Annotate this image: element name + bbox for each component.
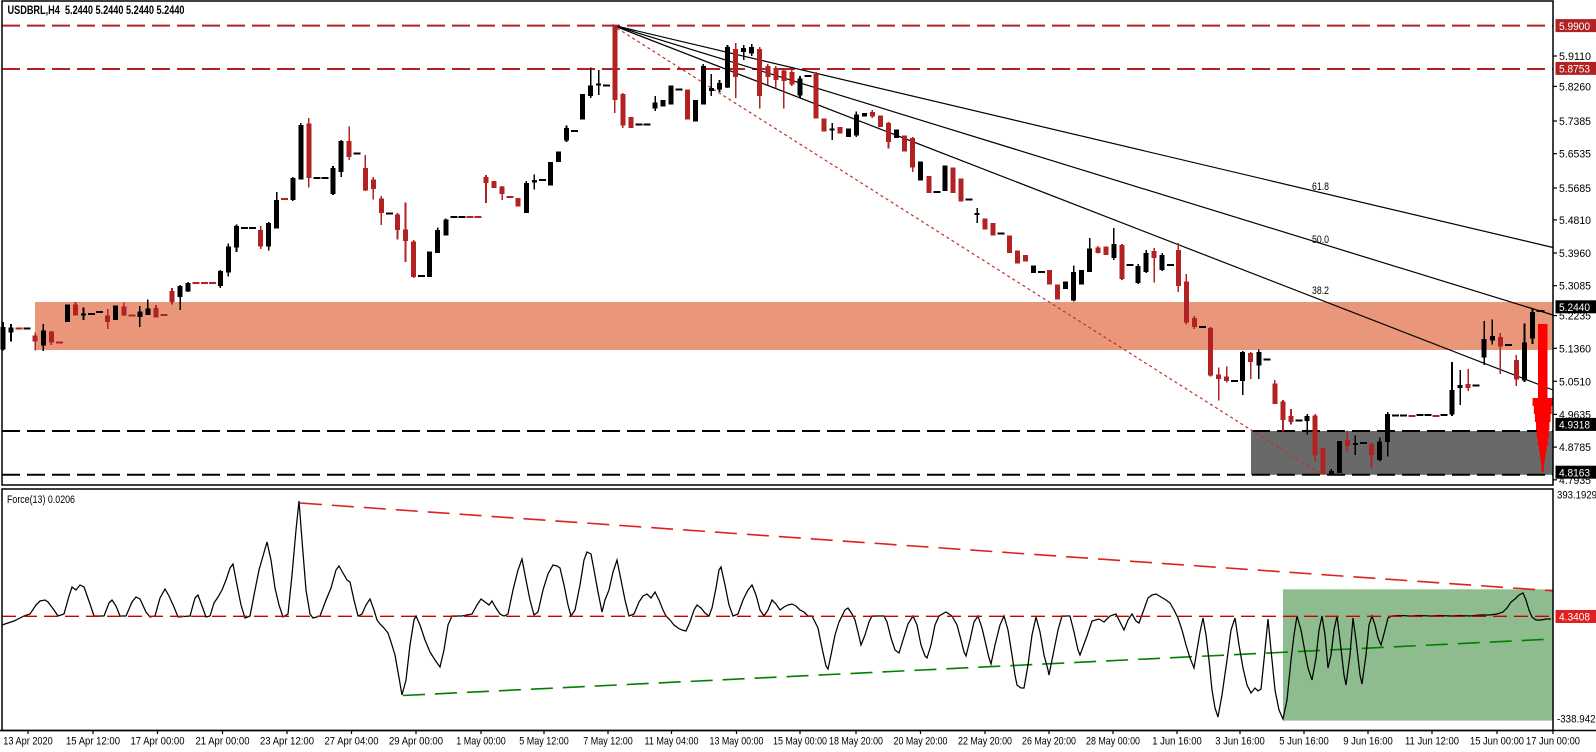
svg-text:393.1929: 393.1929 [1557,490,1596,502]
svg-text:5.2440: 5.2440 [1559,302,1590,314]
svg-text:4.8163: 4.8163 [1559,467,1590,479]
svg-text:5.5685: 5.5685 [1559,183,1591,195]
svg-text:17 Apr 00:00: 17 Apr 00:00 [131,736,185,748]
svg-text:-338.9421: -338.9421 [1557,714,1596,726]
svg-text:5.8753: 5.8753 [1559,64,1590,76]
svg-text:3 Jun 16:00: 3 Jun 16:00 [1215,736,1265,748]
svg-text:5.8260: 5.8260 [1559,81,1591,93]
svg-text:1 May 00:00: 1 May 00:00 [456,736,506,748]
svg-text:15 Apr 12:00: 15 Apr 12:00 [66,736,120,748]
svg-text:27 Apr 04:00: 27 Apr 04:00 [325,736,379,748]
svg-text:38.2: 38.2 [1312,285,1329,297]
svg-text:5.3960: 5.3960 [1559,248,1591,260]
svg-text:20 May 20:00: 20 May 20:00 [894,736,948,748]
svg-text:29 Apr 00:00: 29 Apr 00:00 [389,736,443,748]
svg-text:5 Jun 16:00: 5 Jun 16:00 [1279,736,1329,748]
svg-text:5.0510: 5.0510 [1559,376,1591,388]
svg-text:Force(13) 0.0206: Force(13) 0.0206 [7,494,75,506]
svg-text:5.9900: 5.9900 [1559,21,1590,33]
svg-text:1 Jun 16:00: 1 Jun 16:00 [1152,736,1202,748]
svg-text:9 Jun 16:00: 9 Jun 16:00 [1343,736,1393,748]
svg-text:21 Apr 00:00: 21 Apr 00:00 [196,736,250,748]
svg-text:5.4810: 5.4810 [1559,215,1591,227]
svg-text:50.0: 50.0 [1312,234,1329,246]
svg-text:26 May 20:00: 26 May 20:00 [1022,736,1076,748]
svg-text:18 May 20:00: 18 May 20:00 [829,736,883,748]
svg-text:61.8: 61.8 [1312,181,1329,193]
svg-text:15 May 00:00: 15 May 00:00 [773,736,827,748]
svg-text:28 May 00:00: 28 May 00:00 [1086,736,1140,748]
svg-text:11 May 04:00: 11 May 04:00 [645,736,699,748]
svg-text:13 May 00:00: 13 May 00:00 [710,736,764,748]
svg-text:5.9110: 5.9110 [1559,51,1591,63]
svg-text:5.1360: 5.1360 [1559,343,1591,355]
svg-text:5 May 12:00: 5 May 12:00 [519,736,569,748]
svg-text:11 Jun 12:00: 11 Jun 12:00 [1405,736,1459,748]
svg-text:17 Jun 00:00: 17 Jun 00:00 [1526,736,1580,748]
svg-text:13 Apr 2020: 13 Apr 2020 [3,736,53,748]
svg-text:5.2235: 5.2235 [1559,311,1591,323]
svg-text:7 May 12:00: 7 May 12:00 [583,736,633,748]
svg-text:4.9318: 4.9318 [1559,420,1590,432]
svg-text:22 May 20:00: 22 May 20:00 [958,736,1012,748]
svg-text:15 Jun 00:00: 15 Jun 00:00 [1470,736,1524,748]
svg-text:23 Apr 12:00: 23 Apr 12:00 [260,736,314,748]
svg-text:USDBRL,H4 5.2440 5.2440 5.244: USDBRL,H4 5.2440 5.2440 5.2440 5.2440 [8,5,185,17]
svg-text:5.7385: 5.7385 [1559,116,1591,128]
svg-text:5.3085: 5.3085 [1559,281,1591,293]
svg-text:5.6535: 5.6535 [1559,149,1591,161]
svg-text:4.3408: 4.3408 [1559,612,1590,624]
svg-text:4.8785: 4.8785 [1559,442,1591,454]
